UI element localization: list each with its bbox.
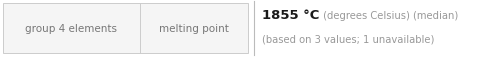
Text: melting point: melting point [159, 24, 228, 33]
FancyBboxPatch shape [3, 4, 247, 53]
Text: group 4 elements: group 4 elements [26, 24, 117, 33]
Text: (degrees Celsius) (median): (degrees Celsius) (median) [320, 10, 458, 20]
Text: 1855 °C: 1855 °C [262, 8, 319, 21]
Text: (based on 3 values; 1 unavailable): (based on 3 values; 1 unavailable) [262, 34, 433, 44]
